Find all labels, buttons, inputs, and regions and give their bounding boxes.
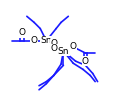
Text: O: O [82,57,89,66]
Text: O: O [31,36,38,45]
Text: O: O [50,44,57,53]
Text: O: O [50,39,57,48]
Text: Sn: Sn [58,47,69,55]
Text: O: O [18,28,25,37]
Text: O: O [70,42,77,51]
Text: Sn: Sn [41,36,52,45]
